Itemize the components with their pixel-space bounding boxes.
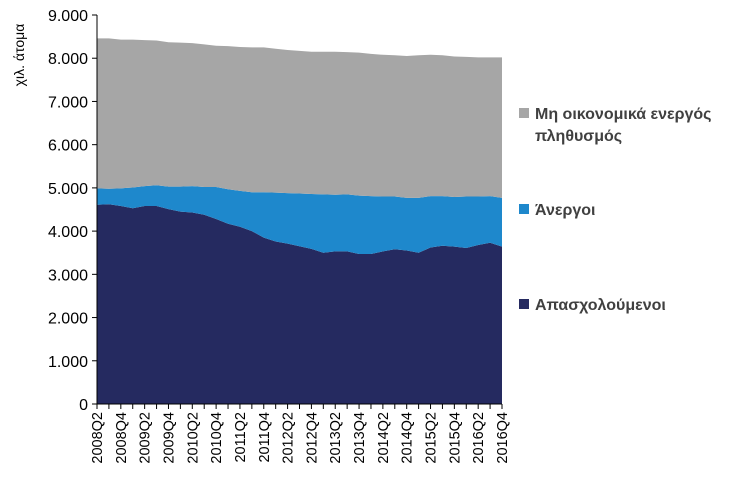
x-tick-label: 2012Q4 [304,412,320,464]
x-tick-label: 2015Q2 [424,412,440,464]
axes [92,14,503,409]
legend-label-1: Άνεργοι [535,202,595,219]
x-tick-label: 2014Q4 [400,412,416,464]
area-layers [97,38,502,404]
y-tick-label: 7.000 [48,94,88,111]
y-tick-label: 4.000 [48,224,88,241]
x-tick-label: 2008Q2 [90,412,106,464]
y-tick-labels: 0 1.000 2.000 3.000 4.000 5.000 6.000 7.000 8.00… [48,8,88,414]
y-tick-label: 1.000 [48,354,88,371]
y-tick-label: 6.000 [48,138,88,155]
x-tick-label: 2013Q2 [328,412,344,464]
area-series-1 [97,185,502,255]
legend-label-2: Μη οικονομικά ενεργός [535,106,711,123]
legend-swatch-1 [519,204,529,214]
x-tick-label: 2012Q2 [281,412,297,464]
x-tick-label: 2009Q4 [161,412,177,464]
legend: Μη οικονομικά ενεργός πληθυσμός Άνεργοι Απα… [519,106,711,314]
y-tick-label: 2.000 [48,311,88,328]
y-tick-label: 8.000 [48,51,88,68]
y-tick-label: 9.000 [48,8,88,25]
x-tick-label: 2014Q2 [376,412,392,464]
x-tick-label: 2013Q4 [352,412,368,464]
x-tick-label: 2011Q2 [233,412,249,463]
x-tick-labels: 2008Q2 2008Q4 2009Q2 2009Q4 2010Q2 2010Q4 2011… [90,412,511,464]
area-series-0 [97,204,502,404]
legend-label-0: Απασχολούμενοι [535,297,666,314]
area-series-2 [97,38,502,198]
legend-label-2: πληθυσμός [535,128,622,145]
x-tick-label: 2011Q4 [257,412,273,463]
legend-swatch-0 [519,299,529,309]
x-tick-label: 2008Q4 [114,412,130,464]
x-tick-label: 2016Q2 [471,412,487,464]
x-tick-label: 2016Q4 [495,412,511,464]
x-tick-label: 2009Q2 [138,412,154,464]
x-tick-label: 2015Q4 [447,412,463,464]
x-tick-label: 2010Q4 [209,412,225,464]
y-tick-label: 0 [79,397,88,414]
x-tick-label: 2010Q2 [185,412,201,464]
y-tick-label: 3.000 [48,267,88,284]
legend-swatch-2 [519,108,529,118]
y-axis-title: χιλ. άτομα [11,24,27,87]
y-tick-label: 5.000 [48,181,88,198]
